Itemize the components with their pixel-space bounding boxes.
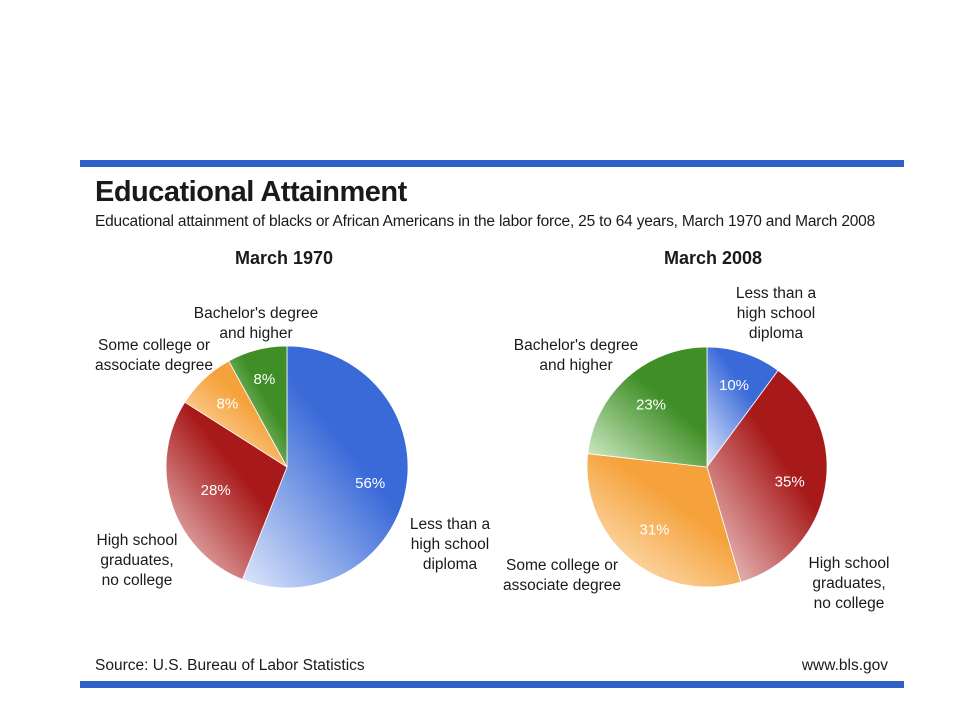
pie-chart-march-2008: March 2008 10% Less than a high school diplo… bbox=[503, 248, 890, 612]
slice-value-label: 35% bbox=[775, 474, 805, 491]
slice-value-label: 28% bbox=[201, 482, 231, 499]
pie-slice-less-than-a-high-school-diploma bbox=[706, 346, 779, 469]
slice-category-label-line: and higher bbox=[539, 357, 612, 374]
slice-category-label: Bachelor's degree and higher bbox=[194, 305, 318, 342]
slice-category-label-line: graduates, bbox=[812, 575, 885, 592]
page-title: Educational Attainment bbox=[95, 176, 407, 208]
slice-value-label: 56% bbox=[355, 475, 385, 492]
slice-value-label: 31% bbox=[639, 522, 669, 539]
slice-value-label: 8% bbox=[217, 396, 239, 413]
slice-category-label-line: Bachelor's degree bbox=[514, 337, 638, 354]
slice-category-label: Bachelor's degree and higher bbox=[514, 337, 638, 374]
pie-slice-some-college-or-associate-degree bbox=[586, 453, 742, 588]
slice-category-label-line: no college bbox=[102, 572, 173, 589]
slice-category-label: High school graduates, no college bbox=[809, 555, 890, 612]
slice-category-label-line: diploma bbox=[749, 325, 804, 342]
pie-slice-less-than-a-high-school-diploma bbox=[241, 345, 409, 589]
pie-slice-bachelor-s-degree-and-higher bbox=[228, 345, 288, 468]
slice-category-label-line: high school bbox=[411, 536, 489, 553]
bottom-rule bbox=[80, 681, 904, 688]
slice-category-label-line: associate degree bbox=[95, 357, 213, 374]
source-note: Source: U.S. Bureau of Labor Statistics bbox=[95, 657, 365, 674]
slice-category-label: Some college or associate degree bbox=[503, 557, 621, 594]
slice-category-label-line: diploma bbox=[423, 556, 478, 573]
slice-category-label-line: associate degree bbox=[503, 577, 621, 594]
slice-category-label-line: High school bbox=[809, 555, 890, 572]
slice-category-label-line: graduates, bbox=[100, 552, 173, 569]
pie-chart-march-1970: March 1970 56% Less than a high school diplo… bbox=[95, 248, 490, 589]
slice-category-label-line: high school bbox=[737, 305, 815, 322]
chart-title: March 1970 bbox=[235, 248, 333, 268]
slice-category-label-line: Less than a bbox=[410, 516, 491, 533]
slice-category-label-line: and higher bbox=[219, 325, 292, 342]
slice-category-label-line: Less than a bbox=[736, 285, 817, 302]
slice-category-label-line: Some college or bbox=[506, 557, 618, 574]
slice-category-label: Less than a high school diploma bbox=[736, 285, 817, 342]
slice-category-label: High school graduates, no college bbox=[97, 532, 178, 589]
slice-category-label: Less than a high school diploma bbox=[410, 516, 491, 573]
page-subtitle: Educational attainment of blacks or Afri… bbox=[95, 213, 876, 230]
slice-category-label-line: Bachelor's degree bbox=[194, 305, 318, 322]
slice-category-label-line: Some college or bbox=[98, 337, 210, 354]
slice-value-label: 8% bbox=[254, 371, 276, 388]
website-link[interactable]: www.bls.gov bbox=[801, 657, 888, 674]
slice-value-label: 10% bbox=[719, 377, 749, 394]
slice-category-label-line: High school bbox=[97, 532, 178, 549]
pie-slice-bachelor-s-degree-and-higher bbox=[587, 346, 708, 468]
pie-slice-high-school-graduates-no-college bbox=[165, 401, 288, 581]
slice-category-label: Some college or associate degree bbox=[95, 337, 213, 374]
slice-category-label-line: no college bbox=[814, 595, 885, 612]
slice-value-label: 23% bbox=[636, 396, 666, 413]
pie-slice-high-school-graduates-no-college bbox=[706, 369, 828, 583]
chart-title: March 2008 bbox=[664, 248, 762, 268]
top-rule bbox=[80, 160, 904, 167]
